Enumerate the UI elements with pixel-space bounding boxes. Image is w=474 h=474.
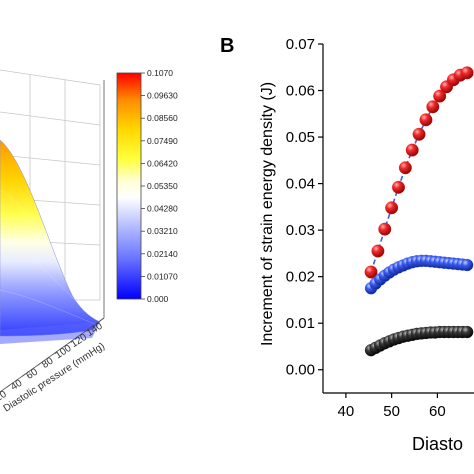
- data-point: [398, 161, 412, 175]
- colorbar-tick-label: 0.03210: [147, 226, 178, 236]
- colorbar-ticks: 0.1070 0.09630 0.08560 0.07490 0.06420 0.0535…: [141, 68, 178, 304]
- y-tick-label: 0.01: [286, 315, 315, 332]
- data-point: [405, 143, 419, 157]
- data-point: [433, 89, 447, 103]
- colorbar-tick-label: 0.07490: [147, 136, 178, 146]
- colorbar-tick-label: 0.01070: [147, 271, 178, 281]
- colorbar-tick-label: 0.1070: [147, 68, 173, 78]
- y-axis-label: Increment of strain energy density (J): [259, 82, 276, 346]
- data-point: [412, 127, 426, 141]
- y-tick-label: 0.00: [286, 362, 315, 379]
- colorbar-tick-label: 0.05350: [147, 181, 178, 191]
- data-point: [460, 258, 474, 272]
- perspective-tick: [6, 384, 11, 388]
- data-point: [426, 100, 440, 114]
- y-tick-label: 0.04: [286, 176, 315, 193]
- perspective-tick-label: 60: [25, 366, 41, 382]
- data-point: [364, 265, 378, 279]
- perspective-tick: [37, 362, 42, 366]
- perspective-tick: [21, 373, 27, 377]
- perspective-tick: [84, 328, 89, 333]
- x-axis-label: Diasto: [412, 434, 463, 454]
- y-tick-label: 0.07: [286, 36, 315, 53]
- axes-b: 0.00 0.01 0.02 0.03 0.04 0.05 0.06 0.07 40 50 60: [286, 36, 474, 420]
- panel-b: B Increment of strain energy density (J)…: [220, 35, 474, 454]
- colorbar-tick-label: 0.08560: [147, 113, 178, 123]
- y-tick-label: 0.03: [286, 222, 315, 239]
- colorbar-tick-label: 0.09630: [147, 91, 178, 101]
- data-point: [460, 66, 474, 80]
- plot-area-b: [364, 66, 474, 357]
- data-point: [378, 222, 392, 236]
- colorbar-tick-label: 0.06420: [147, 158, 178, 168]
- data-point: [419, 113, 433, 127]
- data-point: [392, 180, 405, 194]
- x-tick-label: 40: [338, 403, 355, 420]
- x-tick-label: 50: [383, 403, 400, 420]
- perspective-tick-label: 80: [40, 355, 56, 371]
- data-point: [460, 325, 474, 339]
- panel-a-surface-mesh: [0, 189, 96, 325]
- panel-b-label: B: [220, 35, 234, 57]
- perspective-tick-label: 20: [0, 389, 9, 405]
- series-3: [364, 325, 474, 357]
- perspective-tick: [99, 317, 105, 322]
- perspective-tick: [68, 339, 74, 344]
- data-point: [385, 201, 399, 215]
- colorbar-tick-label: 0.02140: [147, 249, 178, 259]
- fit-line: [370, 72, 468, 273]
- x-tick-label: 60: [429, 403, 446, 420]
- y-tick-label: 0.06: [286, 83, 315, 100]
- y-tick-label: 0.05: [286, 129, 315, 146]
- colorbar: [116, 72, 142, 300]
- colorbar-tick-label: 0.000: [147, 294, 169, 304]
- perspective-tick: [52, 350, 58, 355]
- panel-a-surface: [0, 139, 101, 337]
- colorbar-tick-label: 0.04280: [147, 204, 178, 214]
- data-point: [371, 244, 385, 258]
- series-2: [364, 254, 474, 295]
- series-1: [364, 66, 474, 279]
- y-tick-label: 0.02: [286, 269, 315, 286]
